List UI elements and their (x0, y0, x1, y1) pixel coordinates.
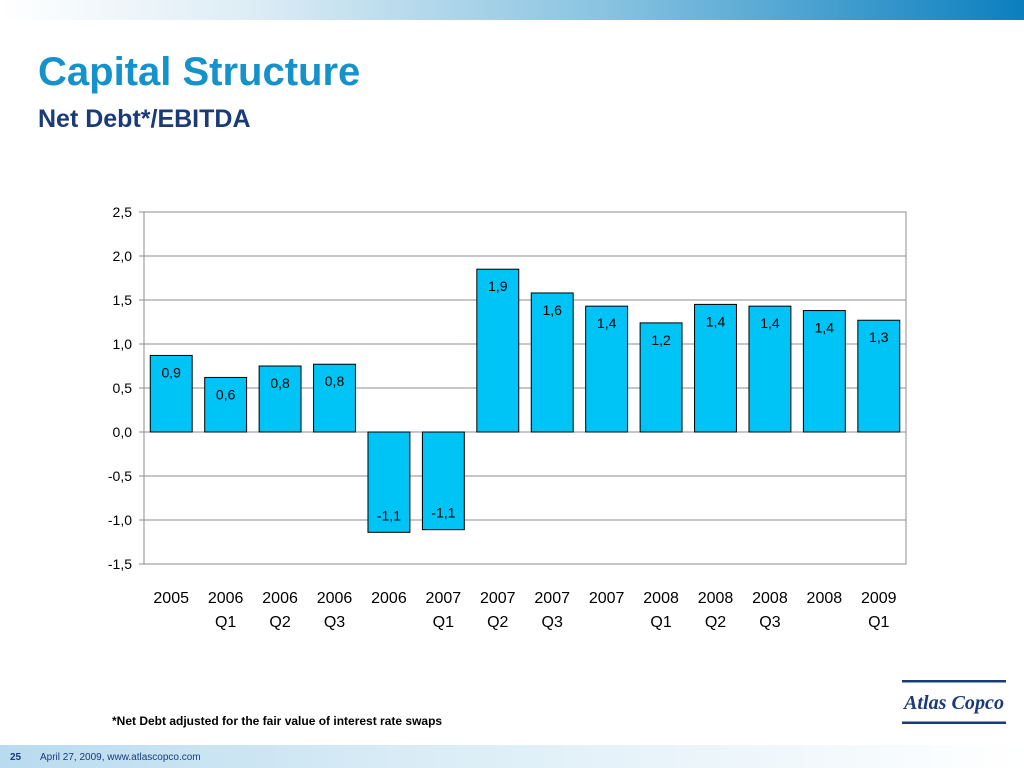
bar (204, 376, 248, 433)
bar (639, 322, 683, 433)
data-label: 0,9 (161, 364, 181, 380)
x-tick-label-year: 2006 (371, 590, 407, 607)
x-tick-label-year: 2006 (317, 590, 353, 607)
data-label: 0,8 (270, 375, 290, 391)
x-tick-label-year: 2007 (534, 590, 570, 607)
x-tick-label-year: 2007 (480, 590, 516, 607)
x-tick-label-year: 2005 (153, 590, 189, 607)
page-subtitle: Net Debt*/EBITDA (38, 105, 251, 133)
bar (149, 354, 193, 433)
page-title: Capital Structure (38, 50, 361, 94)
bar (421, 431, 465, 531)
x-tick-label-quarter: Q2 (487, 614, 508, 631)
x-tick-label-quarter: Q2 (269, 614, 290, 631)
data-label: 1,3 (869, 329, 889, 345)
bar (476, 268, 520, 433)
footer-date-url: April 27, 2009, www.atlascopco.com (40, 752, 201, 763)
bar (748, 305, 792, 433)
x-tick-label-quarter: Q1 (650, 614, 671, 631)
y-tick-label: -0,5 (108, 468, 132, 484)
bottom-decor-band (0, 745, 1024, 768)
data-label: 1,4 (815, 320, 835, 336)
y-tick-label: 2,0 (113, 248, 133, 264)
y-tick-label: 0,0 (113, 424, 133, 440)
x-tick-label-quarter: Q1 (215, 614, 236, 631)
bar (258, 365, 302, 433)
y-tick-label: 1,0 (113, 336, 133, 352)
data-label: 1,2 (651, 332, 671, 348)
data-label: -1,1 (377, 507, 401, 523)
bar (530, 292, 574, 433)
x-tick-label-year: 2007 (426, 590, 462, 607)
x-tick-label-year: 2009 (861, 590, 897, 607)
x-tick-label-quarter: Q1 (868, 614, 889, 631)
x-tick-label-year: 2008 (643, 590, 679, 607)
data-label: 1,4 (706, 313, 726, 329)
data-label: 0,8 (325, 373, 345, 389)
data-label: 1,9 (488, 278, 508, 294)
data-label: 1,4 (597, 315, 617, 331)
y-tick-label: 1,5 (113, 292, 133, 308)
data-label: 0,6 (216, 386, 236, 402)
x-tick-label-year: 2007 (589, 590, 625, 607)
x-tick-label-year: 2008 (752, 590, 788, 607)
page-number: 25 (10, 752, 22, 763)
net-debt-ebitda-chart: 2,5 2,0 1,5 1,0 0,5 0,0 -0,5 -1,0 -1,5 0,9 2005 0,6… (108, 204, 907, 631)
bar (802, 310, 846, 433)
x-tick-label-year: 2008 (698, 590, 734, 607)
x-tick-label-year: 2008 (807, 590, 843, 607)
bar (857, 319, 901, 433)
x-tick-label-year: 2006 (262, 590, 298, 607)
bar (313, 363, 356, 433)
y-tick-label: -1,0 (108, 512, 132, 528)
x-tick-label-quarter: Q2 (705, 614, 726, 631)
atlas-copco-logo: Atlas Copco (902, 680, 1006, 724)
svg-text:Atlas Copco: Atlas Copco (902, 692, 1004, 714)
footnote: *Net Debt adjusted for the fair value of… (112, 714, 443, 728)
x-tick-label-quarter: Q3 (759, 614, 780, 631)
x-tick-label-year: 2006 (208, 590, 244, 607)
data-label: 1,6 (542, 302, 562, 318)
bar (367, 431, 411, 533)
x-tick-label-quarter: Q1 (433, 614, 454, 631)
bar (585, 305, 629, 433)
x-tick-label-quarter: Q3 (324, 614, 345, 631)
top-decor-band (0, 0, 1024, 20)
y-tick-label: -1,5 (108, 556, 132, 572)
data-label: -1,1 (431, 505, 455, 521)
y-tick-label: 0,5 (113, 380, 133, 396)
x-tick-label-quarter: Q3 (542, 614, 563, 631)
data-label: 1,4 (760, 315, 780, 331)
y-tick-label: 2,5 (113, 204, 133, 220)
bar (694, 303, 737, 433)
